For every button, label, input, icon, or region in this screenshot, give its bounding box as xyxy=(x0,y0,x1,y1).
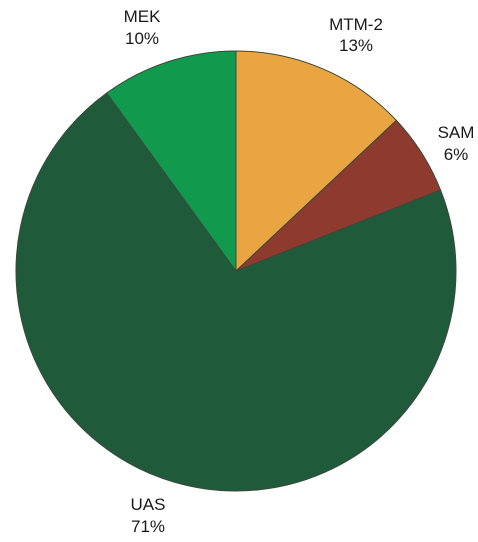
slice-label-mtm2: MTM-2 xyxy=(329,15,383,34)
slice-value-mtm2: 13% xyxy=(339,36,373,55)
slice-label-uas: UAS xyxy=(131,495,166,514)
slice-value-uas: 71% xyxy=(131,517,165,536)
slice-label-sam: SAM xyxy=(438,123,475,142)
pie-slices xyxy=(15,50,457,492)
pie-slice-mek xyxy=(105,50,237,273)
slice-label-mek: MEK xyxy=(124,7,162,26)
pie-slice-uas xyxy=(15,92,457,492)
slice-value-sam: 6% xyxy=(444,145,469,164)
pie-slice-mtm2 xyxy=(235,50,398,273)
pie-labels: MTM-2 13% SAM 6% UAS 71% MEK 10% xyxy=(124,7,475,536)
slice-value-mek: 10% xyxy=(125,29,159,48)
